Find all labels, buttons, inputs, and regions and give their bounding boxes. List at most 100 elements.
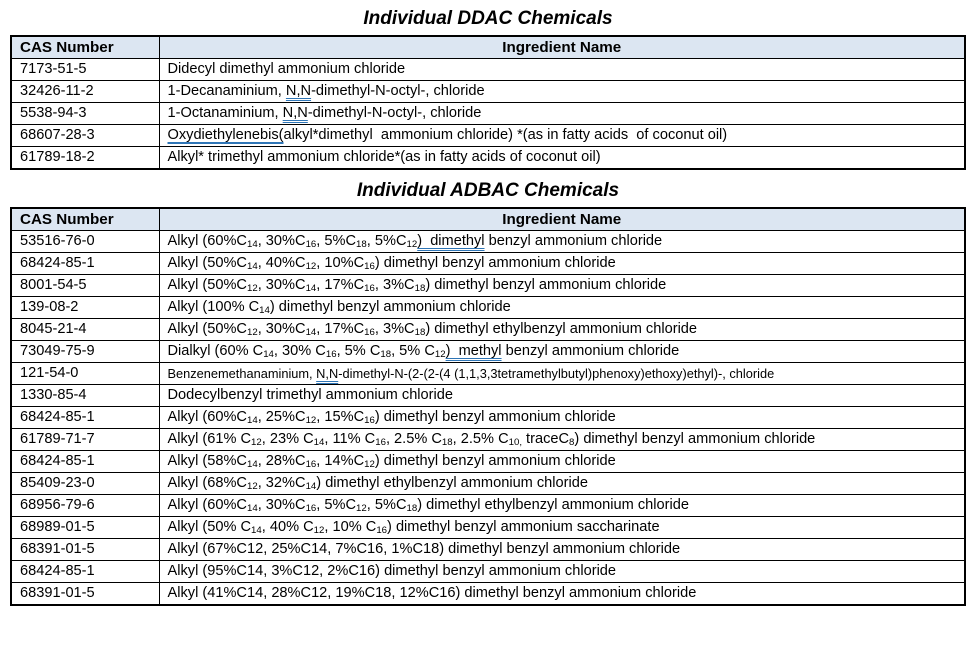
table-row: 5538-94-3 1-Octanaminium, N,N-dimethyl-N-… (10, 102, 966, 125)
subscript-text: 14 (305, 283, 317, 295)
ingredient-name-cell: Benzenemethanaminium, N,N-dimethyl-N-(2-… (158, 362, 966, 385)
table-row: 68424-85-1 Alkyl (58%C14, 28%C16, 14%C12)… (10, 450, 966, 473)
table-row: 73049-75-9 Dialkyl (60% C14, 30% C16, 5% … (10, 340, 966, 363)
grammar-underlined-text: ) dimethyl (417, 233, 485, 249)
subscript-text: 18 (414, 327, 426, 339)
ingredient-name-cell: Alkyl (50% C14, 40% C12, 10% C16) dimeth… (158, 516, 966, 539)
subscript-text: 12 (313, 525, 325, 537)
subscript-text: 18 (441, 437, 453, 449)
subscript-text: 16 (364, 261, 375, 273)
subscript-text: 14 (251, 525, 262, 537)
adbac-table-body: 53516-76-0 Alkyl (60%C14, 30%C16, 5%C18, … (10, 230, 966, 606)
ingredient-name-header: Ingredient Name (158, 35, 966, 59)
subscript-text: 14 (246, 415, 258, 427)
ingredient-name-cell: Alkyl (100% C14) dimethyl benzyl ammoniu… (158, 296, 966, 319)
cas-number-cell: 5538-94-3 (10, 102, 160, 125)
table-row: 61789-18-2 Alkyl* trimethyl ammonium chlo… (10, 146, 966, 170)
ingredient-name-cell: Alkyl (95%C14, 3%C12, 2%C16) dimethyl be… (158, 560, 966, 583)
table-row: 68956-79-6 Alkyl (60%C14, 30%C16, 5%C12, … (10, 494, 966, 517)
subscript-text: 12 (246, 283, 258, 295)
table-row: 121-54-0 Benzenemethanaminium, N,N-dimeth… (10, 362, 966, 385)
cas-number-header: CAS Number (10, 207, 160, 231)
table-row: 68391-01-5 Alkyl (67%C12, 25%C14, 7%C16, … (10, 538, 966, 561)
subscript-text: 12 (305, 415, 317, 427)
cas-number-cell: 61789-71-7 (10, 428, 160, 451)
ingredient-name-cell: Alkyl (60%C14, 30%C16, 5%C12, 5%C18) dim… (158, 494, 966, 517)
ddac-table-body: 7173-51-5 Didecyl dimethyl ammonium chlor… (10, 58, 966, 170)
ingredient-name-cell: Alkyl (41%C14, 28%C12, 19%C18, 12%C16) d… (158, 582, 966, 606)
subscript-text: 18 (380, 349, 392, 361)
subscript-text: 14 (246, 239, 258, 251)
subscript-text: 10, (508, 437, 522, 449)
table-row: 53516-76-0 Alkyl (60%C14, 30%C16, 5%C18, … (10, 230, 966, 253)
table-row: 7173-51-5 Didecyl dimethyl ammonium chlor… (10, 58, 966, 81)
cas-number-cell: 68424-85-1 (10, 252, 160, 275)
table-row: 68391-01-5 Alkyl (41%C14, 28%C12, 19%C18,… (10, 582, 966, 606)
ingredient-name-cell: Oxydiethylenebis(alkyl*dimethyl ammonium… (158, 124, 966, 147)
subscript-text: 12 (434, 349, 446, 361)
subscript-text: 18 (406, 503, 418, 515)
subscript-text: 12 (251, 437, 262, 449)
ingredient-name-cell: Dialkyl (60% C14, 30% C16, 5% C18, 5% C1… (158, 340, 966, 363)
table-row: 1330-85-4 Dodecylbenzyl trimethyl ammoniu… (10, 384, 966, 407)
subscript-text: 18 (356, 239, 367, 251)
subscript-text: 14 (305, 481, 317, 493)
ddac-header-row: CAS Number Ingredient Name (10, 35, 966, 59)
ingredient-name-cell: Alkyl* trimethyl ammonium chloride*(as i… (158, 146, 966, 170)
cas-number-header: CAS Number (10, 35, 160, 59)
adbac-table-title: Individual ADBAC Chemicals (356, 180, 620, 201)
table-row: 8001-54-5 Alkyl (50%C12, 30%C14, 17%C16, … (10, 274, 966, 297)
adbac-header-row: CAS Number Ingredient Name (10, 207, 966, 231)
cas-number-cell: 53516-76-0 (10, 230, 160, 253)
cas-number-cell: 73049-75-9 (10, 340, 160, 363)
cas-number-cell: 121-54-0 (10, 362, 160, 385)
subscript-text: 14 (246, 503, 258, 515)
cas-number-cell: 68424-85-1 (10, 406, 160, 429)
cas-number-cell: 1330-85-4 (10, 384, 160, 407)
subscript-text: 18 (414, 283, 426, 295)
subscript-text: 14 (263, 349, 274, 361)
cas-number-cell: 32426-11-2 (10, 80, 160, 103)
ddac-table-title: Individual DDAC Chemicals (363, 8, 613, 29)
subscript-text: 12 (305, 261, 317, 273)
ingredient-name-cell: Alkyl (50%C12, 30%C14, 17%C16, 3%C18) di… (158, 274, 966, 297)
table-row: 32426-11-2 1-Decanaminium, N,N-dimethyl-N… (10, 80, 966, 103)
cas-number-cell: 68956-79-6 (10, 494, 160, 517)
cas-number-cell: 139-08-2 (10, 296, 160, 319)
grammar-underlined-text: ) methyl (445, 343, 502, 359)
subscript-text: 14 (259, 305, 270, 317)
adbac-chemicals-table: CAS Number Ingredient Name 53516-76-0 Alk… (10, 207, 966, 606)
subscript-text: 16 (305, 239, 317, 251)
subscript-text: 8 (569, 437, 575, 449)
cas-number-cell: 68391-01-5 (10, 538, 160, 561)
subscript-text: 16 (325, 349, 337, 361)
ingredient-name-cell: Alkyl (60%C14, 25%C12, 15%C16) dimethyl … (158, 406, 966, 429)
subscript-text: 14 (313, 437, 325, 449)
ingredient-name-cell: Alkyl (61% C12, 23% C14, 11% C16, 2.5% C… (158, 428, 966, 451)
subscript-text: 14 (246, 459, 258, 471)
cas-number-cell: 68424-85-1 (10, 560, 160, 583)
ingredient-name-header: Ingredient Name (158, 207, 966, 231)
cas-number-cell: 7173-51-5 (10, 58, 160, 81)
ingredient-name-cell: Dodecylbenzyl trimethyl ammonium chlorid… (158, 384, 966, 407)
subscript-text: 16 (305, 503, 317, 515)
cas-number-cell: 68989-01-5 (10, 516, 160, 539)
grammar-underlined-text: N,N (282, 105, 308, 121)
subscript-text: 12 (364, 459, 375, 471)
grammar-underlined-text: N,N (285, 83, 312, 99)
subscript-text: 16 (376, 525, 388, 537)
ingredient-name-cell: Alkyl (68%C12, 32%C14) dimethyl ethylben… (158, 472, 966, 495)
ingredient-name-cell: Alkyl (50%C14, 40%C12, 10%C16) dimethyl … (158, 252, 966, 275)
cas-number-cell: 8045-21-4 (10, 318, 160, 341)
subscript-text: 16 (364, 327, 375, 339)
cas-number-cell: 68424-85-1 (10, 450, 160, 473)
ingredient-name-cell: Didecyl dimethyl ammonium chloride (158, 58, 966, 81)
cas-number-cell: 8001-54-5 (10, 274, 160, 297)
cas-number-cell: 68607-28-3 (10, 124, 160, 147)
cas-number-cell: 61789-18-2 (10, 146, 160, 170)
subscript-text: 12 (246, 327, 258, 339)
table-row: 68424-85-1 Alkyl (95%C14, 3%C12, 2%C16) d… (10, 560, 966, 583)
ingredient-name-cell: Alkyl (58%C14, 28%C16, 14%C12) dimethyl … (158, 450, 966, 473)
ingredient-name-cell: 1-Octanaminium, N,N-dimethyl-N-octyl-, c… (158, 102, 966, 125)
ingredient-name-cell: 1-Decanaminium, N,N-dimethyl-N-octyl-, c… (158, 80, 966, 103)
